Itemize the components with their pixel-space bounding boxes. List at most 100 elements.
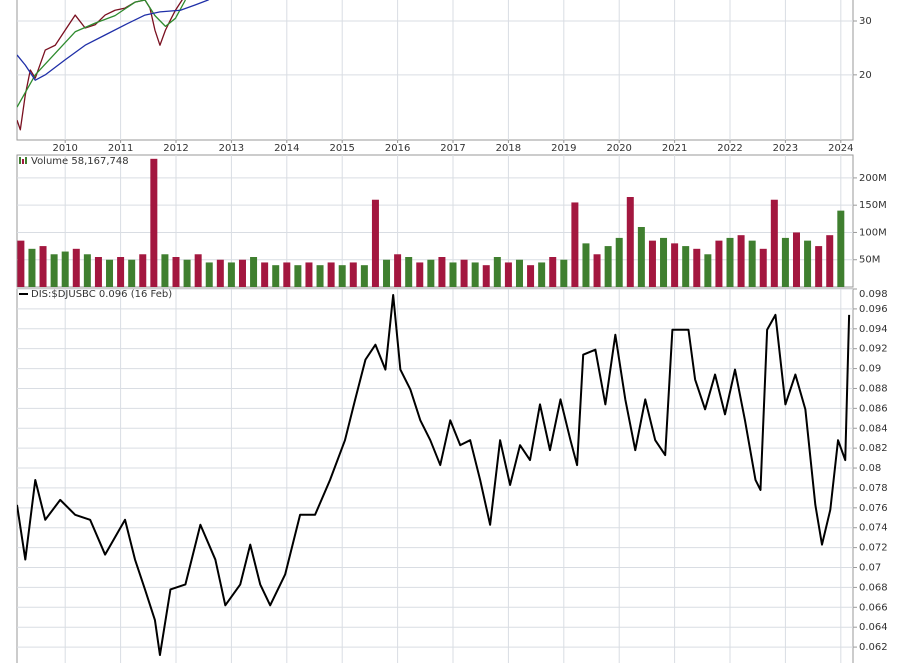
volume-bar xyxy=(94,257,102,287)
volume-bar xyxy=(460,259,468,287)
volume-bar xyxy=(383,259,391,287)
volume-bar xyxy=(704,254,712,287)
volume-bar xyxy=(139,254,147,287)
y-tick-label: 0.074 xyxy=(859,523,888,534)
volume-bar xyxy=(360,265,368,287)
volume-bar xyxy=(682,246,690,287)
y-tick-label: 0.084 xyxy=(859,423,888,434)
volume-bar xyxy=(238,259,246,287)
volume-bar xyxy=(17,240,25,287)
volume-bar xyxy=(250,257,258,287)
volume-bar xyxy=(693,248,701,287)
volume-bar xyxy=(726,237,734,287)
series-line xyxy=(17,293,851,657)
volume-bar xyxy=(449,262,457,287)
x-tick-label: 2017 xyxy=(440,143,465,154)
volume-bar xyxy=(216,259,224,287)
y-tick-label: 0.072 xyxy=(859,543,888,554)
volume-bar xyxy=(493,257,501,287)
volume-bar xyxy=(338,265,346,287)
price-panel xyxy=(16,0,854,141)
volume-bar xyxy=(515,259,523,287)
y-tick-label: 50M xyxy=(859,255,880,266)
x-tick-label: 2024 xyxy=(828,143,853,154)
volume-bar xyxy=(394,254,402,287)
y-tick-label: 0.064 xyxy=(859,622,888,633)
y-tick-label: 30 xyxy=(859,16,872,27)
volume-bar xyxy=(261,262,269,287)
x-tick-label: 2020 xyxy=(606,143,631,154)
y-tick-label: 0.088 xyxy=(859,383,888,394)
volume-bar xyxy=(72,248,80,287)
series-line xyxy=(17,0,186,108)
x-tick-label: 2010 xyxy=(52,143,77,154)
volume-bar xyxy=(39,246,47,287)
volume-bar xyxy=(61,251,69,287)
volume-bar xyxy=(815,246,823,287)
volume-bar xyxy=(781,237,789,287)
plot-layer: 20 30 50M 100M 150M 200M 0.062 0.064 0.066 0.068 0… xyxy=(17,0,888,663)
volume-bar xyxy=(283,262,291,287)
volume-bar xyxy=(615,237,623,287)
volume-bar xyxy=(549,257,557,287)
y-tick-label: 0.098 xyxy=(859,289,888,300)
volume-bar xyxy=(316,265,324,287)
volume-bar xyxy=(527,265,535,287)
volume-bar xyxy=(106,259,114,287)
volume-bar xyxy=(792,232,800,287)
y-tick-label: 20 xyxy=(859,70,872,81)
volume-bar xyxy=(416,262,424,287)
y-tick-label: 0.096 xyxy=(859,304,888,315)
volume-bar xyxy=(626,197,634,287)
y-tick-label: 0.09 xyxy=(859,364,881,375)
volume-bar xyxy=(671,243,679,287)
volume-bar xyxy=(438,257,446,287)
y-tick-label: 0.092 xyxy=(859,344,888,355)
y-tick-label: 0.082 xyxy=(859,443,888,454)
y-tick-label: 200M xyxy=(859,173,887,184)
y-tick-label: 0.07 xyxy=(859,563,881,574)
volume-bar xyxy=(172,257,180,287)
y-tick-label: 0.066 xyxy=(859,602,888,613)
x-tick-label: 2016 xyxy=(385,143,410,154)
volume-bar xyxy=(50,254,58,287)
volume-bar xyxy=(272,265,280,287)
x-tick-label: 2012 xyxy=(163,143,188,154)
volume-bar xyxy=(604,246,612,287)
volume-bar xyxy=(349,262,357,287)
volume-bar xyxy=(482,265,490,287)
volume-bar xyxy=(582,243,590,287)
volume-icon xyxy=(22,159,24,164)
volume-bar xyxy=(648,240,656,287)
y-tick-label: 0.086 xyxy=(859,403,888,414)
volume-bar xyxy=(826,235,834,287)
panel-plot xyxy=(17,0,853,140)
volume-bar xyxy=(637,227,645,287)
y-tick-label: 0.078 xyxy=(859,483,888,494)
volume-bar xyxy=(660,237,668,287)
volume-bar xyxy=(560,259,568,287)
y-tick-label: 150M xyxy=(859,200,887,211)
volume-bar xyxy=(128,259,136,287)
panel-plot xyxy=(17,155,853,287)
volume-bar xyxy=(161,254,169,287)
volume-bar xyxy=(117,257,125,287)
volume-bar xyxy=(804,240,812,287)
volume-bar xyxy=(770,199,778,287)
x-tick-label: 2022 xyxy=(717,143,742,154)
volume-bar xyxy=(538,262,546,287)
x-tick-label: 2021 xyxy=(662,143,687,154)
panel-plot xyxy=(17,289,853,663)
ratio-title: DIS:$DJUSBC 0.096 (16 Feb) xyxy=(31,289,172,300)
volume-bar xyxy=(571,202,579,287)
y-tick-label: 0.076 xyxy=(859,503,888,514)
volume-bar xyxy=(371,199,379,287)
volume-bar xyxy=(183,259,191,287)
volume-bar xyxy=(427,259,435,287)
volume-bar xyxy=(327,262,335,287)
y-tick-label: 100M xyxy=(859,227,887,238)
volume-icon xyxy=(19,157,21,164)
volume-bar xyxy=(194,254,202,287)
